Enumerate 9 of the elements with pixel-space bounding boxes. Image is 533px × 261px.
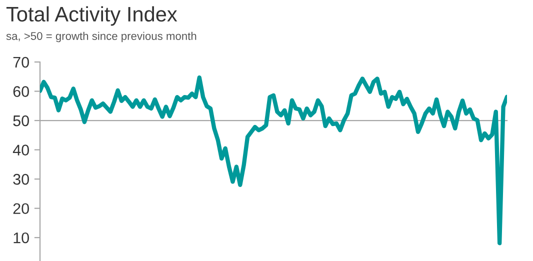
y-tick-label: 30 bbox=[13, 174, 29, 185]
y-tick-label: 40 bbox=[12, 144, 29, 156]
chart-title: Total Activity Index bbox=[6, 6, 178, 26]
chart-subtitle: sa, >50 = growth since previous month bbox=[6, 32, 196, 42]
y-tick-label: 60 bbox=[13, 86, 29, 97]
y-tick-label: 20 bbox=[13, 203, 29, 214]
y-tick-label: 50 bbox=[13, 115, 29, 126]
y-tick-label: 70 bbox=[13, 56, 29, 68]
y-tick-label: 10 bbox=[14, 232, 29, 244]
